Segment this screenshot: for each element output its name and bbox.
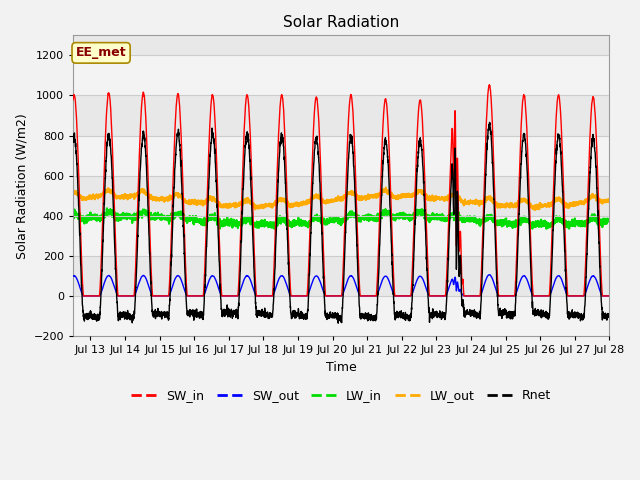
Legend: SW_in, SW_out, LW_in, LW_out, Rnet: SW_in, SW_out, LW_in, LW_out, Rnet xyxy=(126,384,556,408)
Bar xyxy=(73,216,609,256)
Bar xyxy=(73,135,609,176)
Bar xyxy=(73,55,609,96)
Bar xyxy=(73,296,609,336)
Title: Solar Radiation: Solar Radiation xyxy=(283,15,399,30)
X-axis label: Time: Time xyxy=(326,360,356,373)
Y-axis label: Solar Radiation (W/m2): Solar Radiation (W/m2) xyxy=(15,113,28,259)
Text: EE_met: EE_met xyxy=(76,47,126,60)
